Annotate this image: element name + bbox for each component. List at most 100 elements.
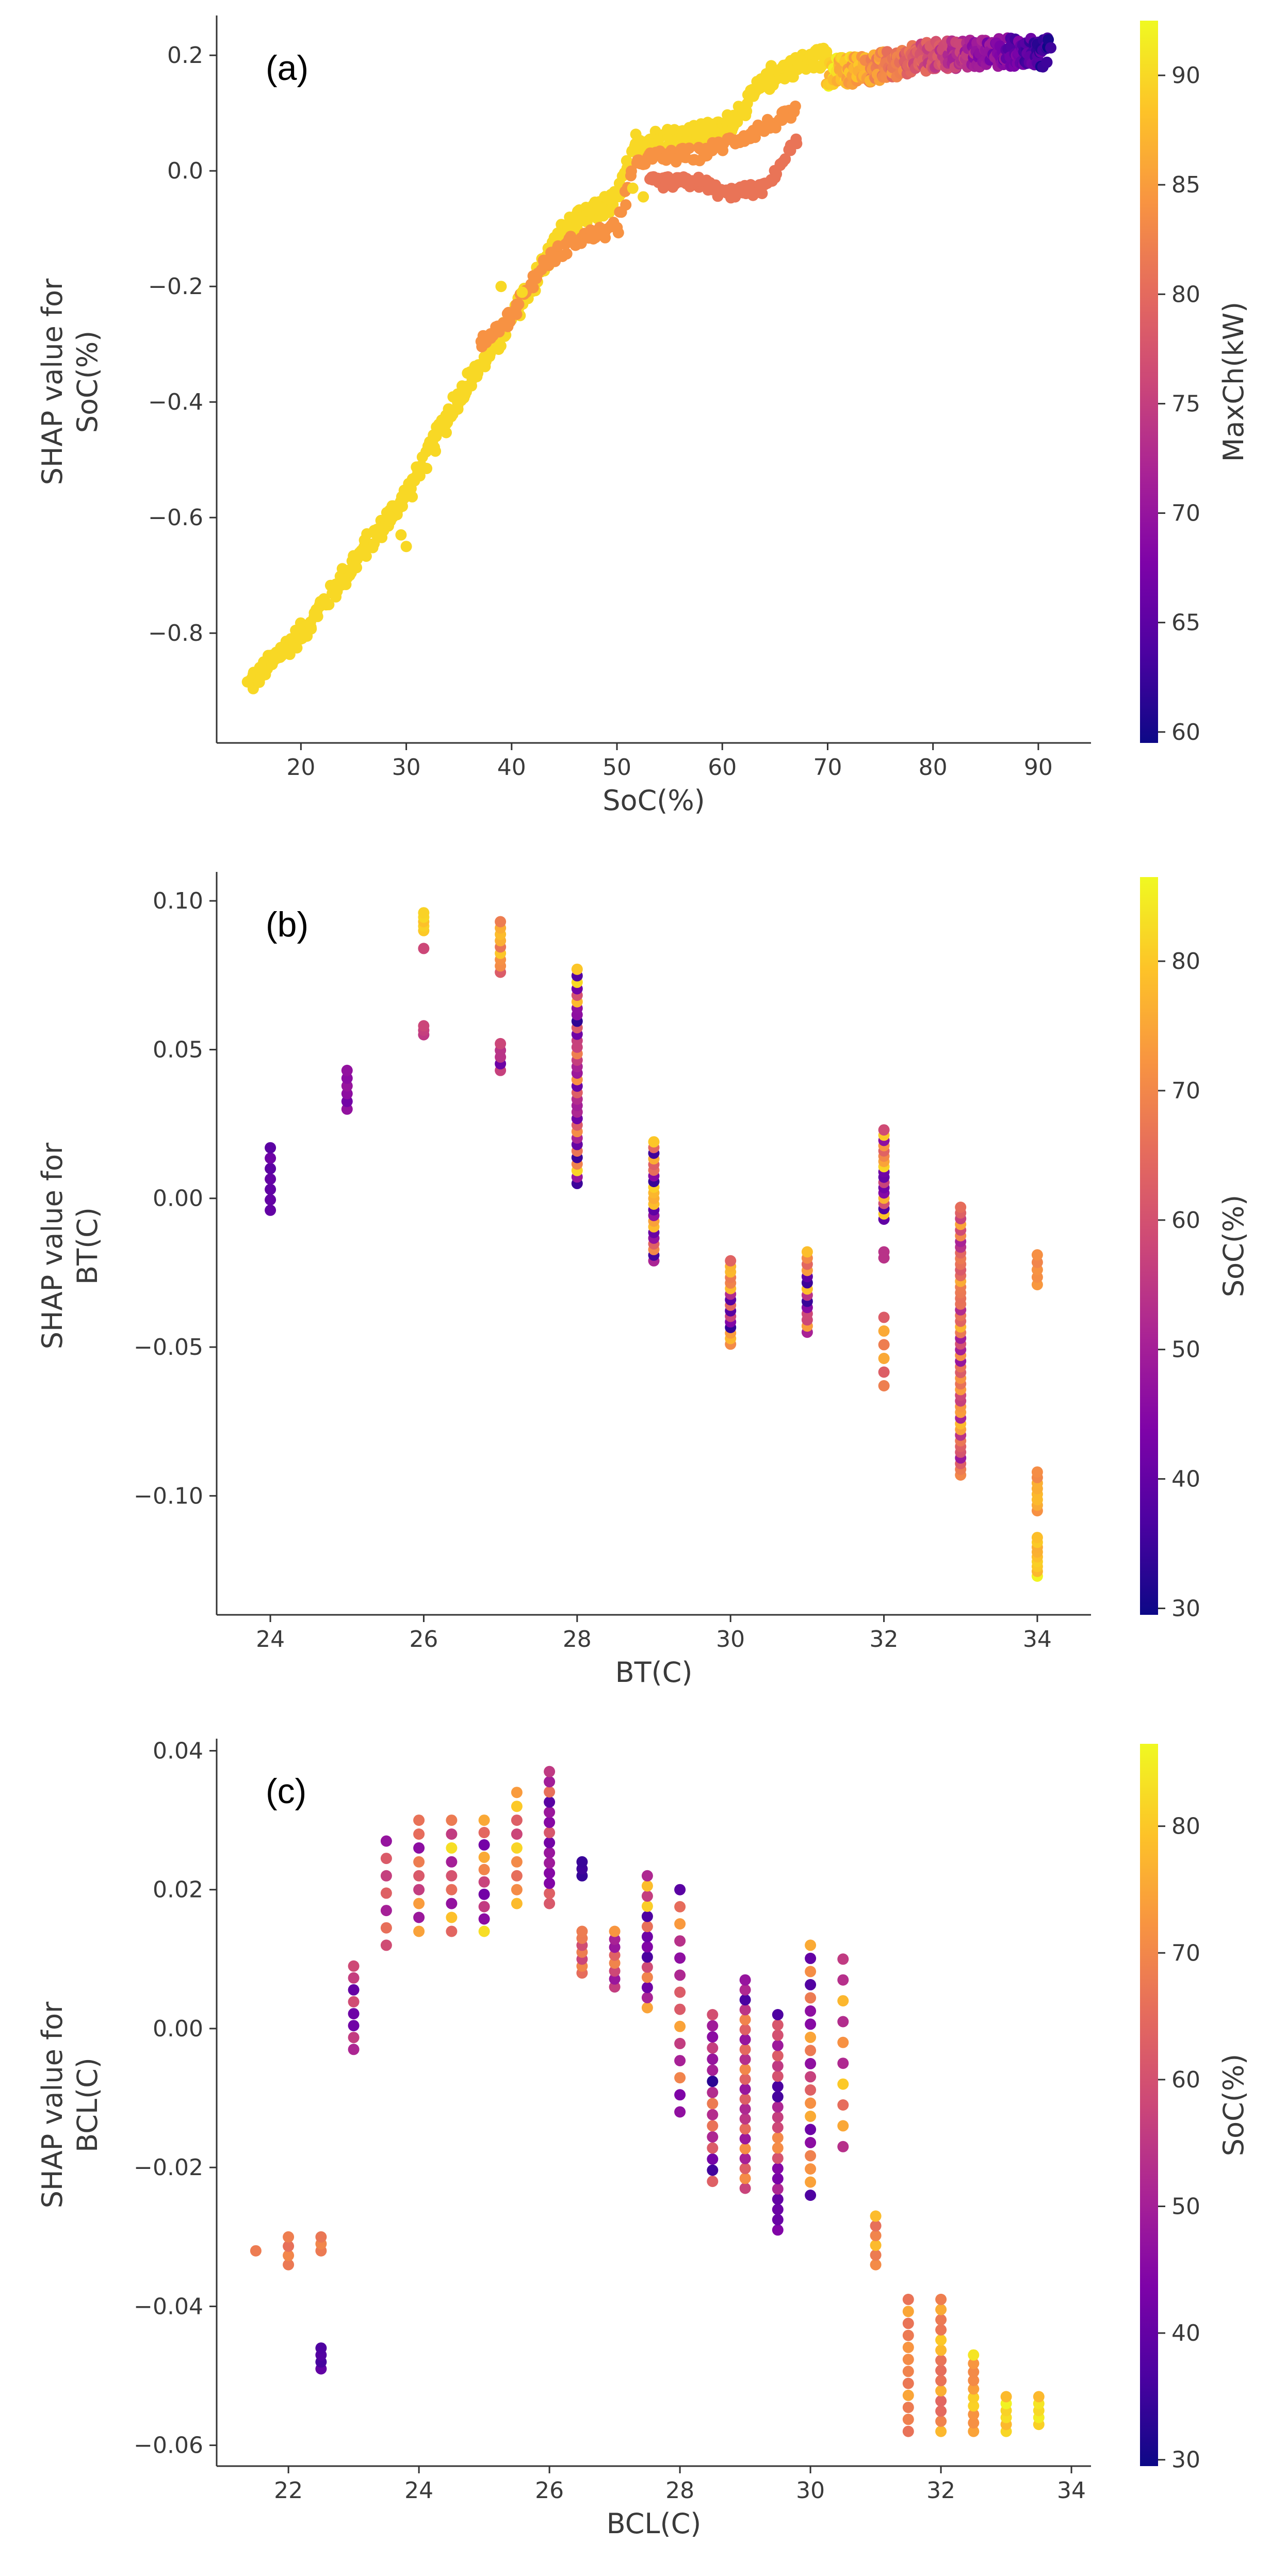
scatter-point	[1033, 2391, 1045, 2403]
y-axis-label: SHAP value forSoC(%)	[36, 278, 104, 485]
scatter-point	[380, 1835, 392, 1847]
scatter-point	[902, 2389, 914, 2401]
scatter-point	[935, 2425, 947, 2437]
scatter-point	[756, 188, 768, 199]
scatter-point	[935, 2314, 947, 2326]
scatter-point	[544, 1786, 556, 1798]
colorbar-tick-label: 60	[1171, 1207, 1200, 1234]
scatter-point	[446, 1925, 458, 1937]
scatter-point	[772, 2081, 784, 2093]
scatter-point	[323, 598, 335, 610]
scatter-point	[805, 1992, 817, 2004]
scatter-point	[674, 2106, 686, 2118]
colorbar-label: MaxCh(kW)	[1217, 302, 1250, 462]
scatter-point	[707, 2064, 719, 2076]
scatter-point	[478, 1913, 490, 1925]
scatter-point	[878, 1353, 890, 1364]
scatter-point	[772, 2091, 784, 2102]
x-tick-label: 40	[497, 754, 526, 781]
scatter-point	[683, 142, 695, 154]
scatter-point	[495, 1038, 507, 1049]
colorbar-tick-label: 60	[1171, 719, 1200, 746]
scatter-point	[837, 2099, 849, 2111]
scatter-point	[902, 2354, 914, 2366]
scatter-point	[413, 1856, 425, 1868]
x-tick-label: 28	[563, 1626, 592, 1652]
scatter-point	[478, 1864, 490, 1875]
scatter-point	[527, 282, 539, 294]
y-tick-label: 0.0	[167, 158, 203, 184]
x-tick-label: 20	[286, 754, 315, 781]
x-axis-label: SoC(%)	[603, 784, 705, 817]
scatter-point	[837, 2016, 849, 2028]
scatter-point	[561, 248, 573, 260]
x-tick-label: 22	[274, 2477, 303, 2504]
scatter-point	[446, 1842, 458, 1854]
scatter-point	[609, 1973, 621, 1985]
scatter-point	[446, 1911, 458, 1923]
scatter-point	[418, 943, 430, 954]
scatter-point	[641, 1890, 653, 1902]
scatter-point	[968, 2417, 980, 2429]
scatter-point	[878, 1124, 890, 1136]
scatter-point	[674, 1884, 686, 1895]
scatter-point	[805, 2045, 817, 2056]
scatter-point	[935, 2416, 947, 2427]
scatter-point	[935, 2355, 947, 2366]
scatter-point	[739, 2083, 751, 2095]
scatter-point	[674, 2089, 686, 2101]
scatter-point	[707, 2131, 719, 2143]
scatter-point	[1045, 42, 1056, 54]
scatter-point	[739, 2044, 751, 2055]
scatter-point	[805, 2137, 817, 2148]
scatter-point	[641, 1931, 653, 1942]
scatter-point	[446, 1898, 458, 1909]
scatter-point	[544, 1837, 556, 1849]
scatter-point	[291, 642, 303, 654]
scatter-point	[870, 2210, 882, 2222]
x-tick-label: 30	[716, 1626, 745, 1652]
x-axis-label: BT(C)	[615, 1656, 693, 1689]
x-tick-label: 26	[535, 2477, 564, 2504]
scatter-point	[348, 1996, 360, 2007]
scatter-point	[385, 512, 396, 524]
y-tick-label: −0.2	[148, 273, 203, 300]
scatter-points	[241, 32, 1056, 694]
scatter-point	[283, 2249, 295, 2261]
x-tick-label: 60	[708, 754, 737, 781]
scatter-point	[641, 1982, 653, 1994]
x-tick-label: 80	[919, 754, 948, 781]
scatter-point	[805, 2018, 817, 2030]
scatter-point	[544, 1817, 556, 1828]
scatter-point	[641, 1951, 653, 1963]
scatter-point	[380, 1922, 392, 1934]
scatter-point	[725, 1255, 737, 1267]
y-tick-label: 0.2	[167, 42, 203, 69]
scatter-point	[478, 1814, 490, 1826]
scatter-point	[878, 1339, 890, 1351]
scatter-point	[641, 1870, 653, 1882]
scatter-point	[571, 963, 583, 975]
scatter-point	[315, 2231, 327, 2243]
colorbar-tick-label: 50	[1171, 2193, 1200, 2219]
scatter-point	[609, 1981, 621, 1993]
scatter-point	[772, 2204, 784, 2215]
scatter-point	[413, 1898, 425, 1909]
scatter-point	[935, 2375, 947, 2387]
scatter-point	[674, 2072, 686, 2084]
scatter-point	[739, 2093, 751, 2105]
scatter-point	[511, 1884, 523, 1895]
colorbar-tick-label: 90	[1171, 62, 1200, 89]
y-tick-label: −0.8	[148, 620, 203, 646]
scatter-point	[609, 1957, 621, 1969]
scatter-point	[380, 1905, 392, 1917]
scatter-point	[641, 2002, 653, 2014]
colorbar-label: SoC(%)	[1217, 1195, 1250, 1297]
scatter-point	[516, 286, 528, 298]
scatter-point	[265, 1194, 276, 1206]
scatter-point	[674, 2020, 686, 2032]
scatter-point	[772, 2152, 784, 2164]
scatter-point	[513, 298, 525, 310]
scatter-point	[791, 138, 803, 150]
